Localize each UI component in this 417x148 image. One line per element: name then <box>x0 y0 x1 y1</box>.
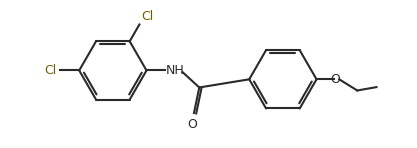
Text: O: O <box>187 118 197 131</box>
Text: O: O <box>330 73 340 86</box>
Text: NH: NH <box>166 64 185 77</box>
Text: Cl: Cl <box>141 10 153 23</box>
Text: Cl: Cl <box>45 64 57 77</box>
